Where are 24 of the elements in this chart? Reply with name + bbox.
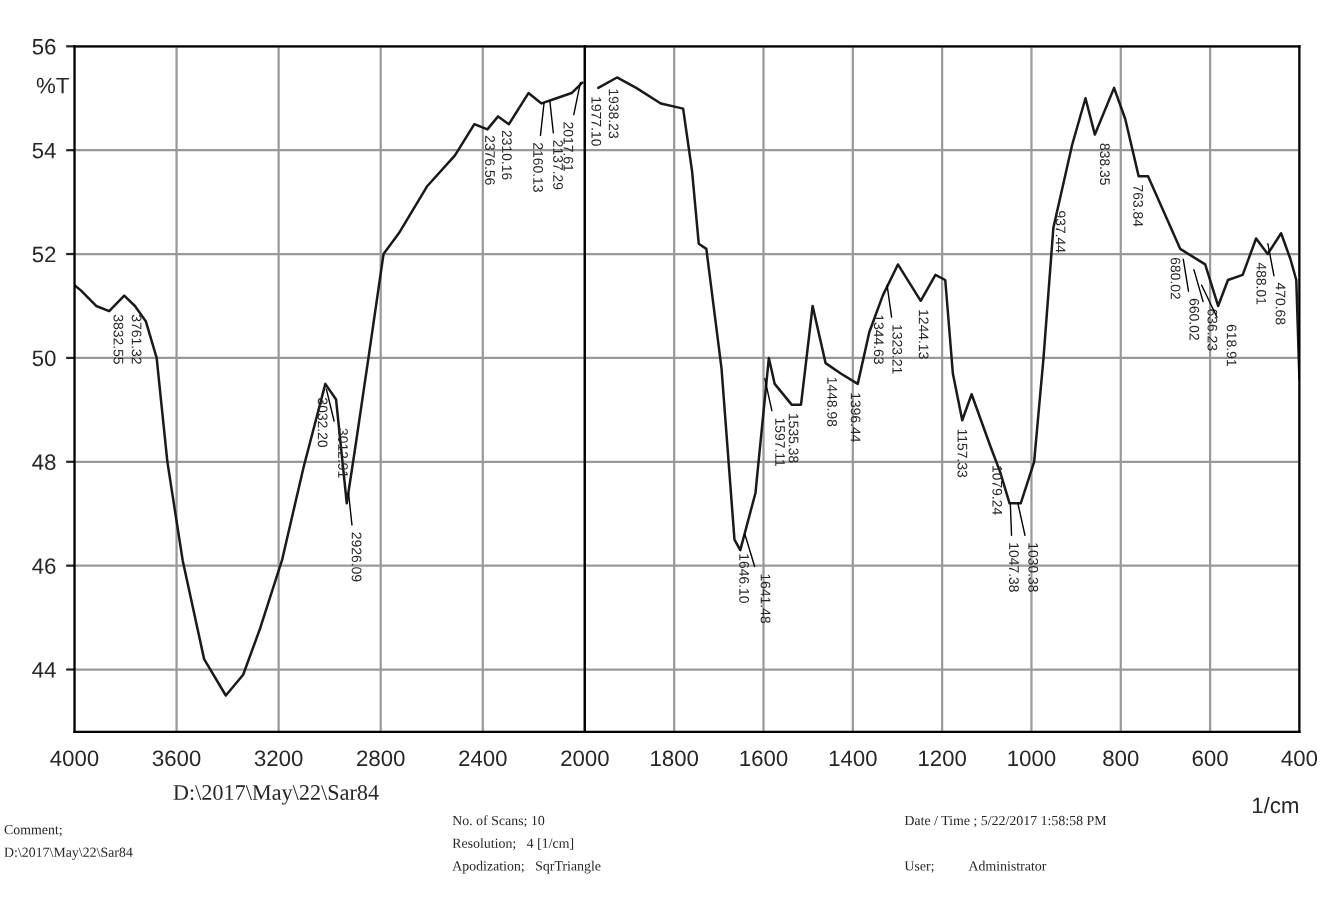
x-tick-label: 1200 xyxy=(919,750,966,767)
y-tick-label: 44 xyxy=(32,662,56,678)
text: D:\2017\May\22\Sar84 xyxy=(173,785,379,805)
x-tick-label: 800 xyxy=(1103,750,1139,767)
x-tick-label: 3600 xyxy=(152,750,201,767)
y-tick-label: 48 xyxy=(32,454,56,471)
y-axis-title: %T xyxy=(36,77,69,94)
x-tick-label: 1800 xyxy=(651,750,699,767)
x-tick-label: 2800 xyxy=(357,750,405,767)
x-tick-label: 1000 xyxy=(1008,750,1056,767)
y-tick-label: 56 xyxy=(32,38,56,55)
y-tick-label: 52 xyxy=(32,246,56,263)
x-tick-label: 2000 xyxy=(561,750,609,767)
y-tick-label: 46 xyxy=(32,558,56,574)
x-tick-label: 1600 xyxy=(740,750,788,767)
x-axis-title: 1/cm xyxy=(1252,796,1298,814)
y-tick-label: 50 xyxy=(32,350,56,367)
x-tick-label: 400 xyxy=(1281,750,1318,767)
x-tick-label: 600 xyxy=(1192,750,1228,767)
x-tick-label: 1400 xyxy=(829,750,877,767)
x-tick-label: 4000 xyxy=(50,750,99,767)
y-tick-label: 54 xyxy=(32,142,56,159)
x-tick-label: 3200 xyxy=(254,750,303,767)
x-tick-label: 2400 xyxy=(459,750,507,767)
